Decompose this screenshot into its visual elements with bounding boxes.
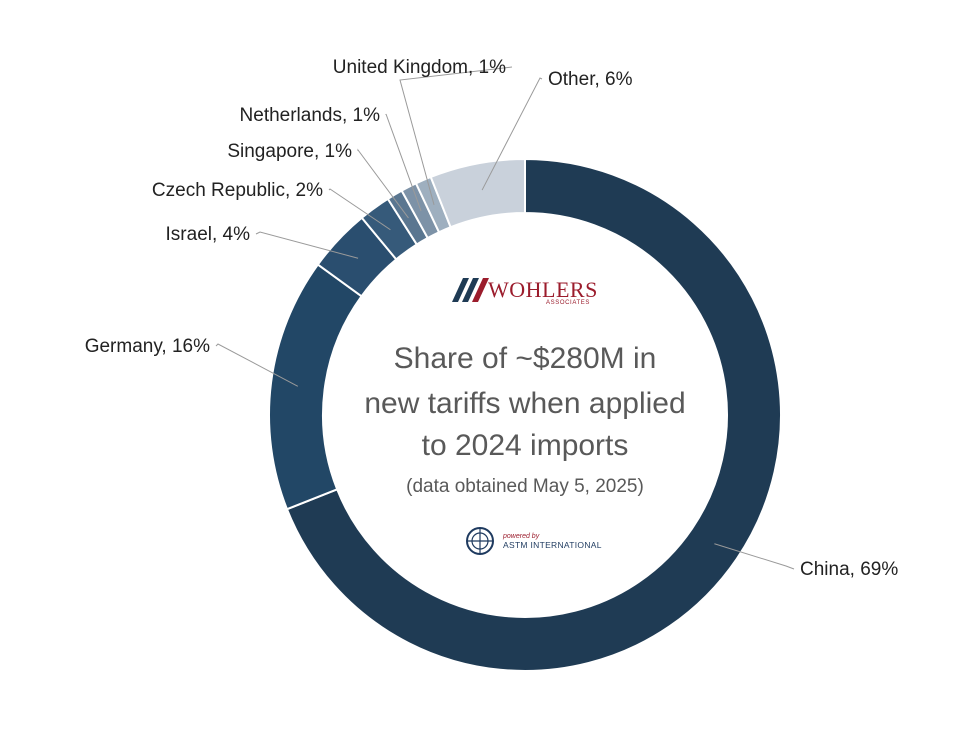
leader-line	[399, 66, 513, 205]
leader-lines	[215, 66, 795, 570]
slice-label: Other, 6%	[548, 69, 633, 90]
leader-line	[357, 148, 409, 219]
slice-label: Israel, 4%	[166, 224, 251, 245]
slice-china	[285, 157, 782, 672]
leader-line	[714, 543, 795, 570]
wohlers-logo: WOHLERS ASSOCIATES	[452, 277, 598, 306]
slice-labels: China, 69% Germany, 16% Israel, 4% Czech Re…	[85, 57, 899, 580]
leader-line	[481, 77, 543, 191]
center-subtitle: (data obtained May 5, 2025)	[406, 476, 644, 497]
leader-line	[255, 231, 359, 259]
center-title-line-2: new tariffs when applied	[364, 387, 685, 420]
center-title-line-1: Share of ~$280M in	[394, 342, 657, 375]
slice-label: Singapore, 1%	[227, 141, 352, 162]
wohlers-logo-sub: ASSOCIATES	[546, 300, 590, 306]
astm-name: ASTM INTERNATIONAL	[503, 540, 602, 550]
astm-powered-by: powered by	[502, 533, 540, 540]
leader-line	[215, 343, 299, 387]
slice-label: Netherlands, 1%	[240, 105, 381, 126]
slice-label: United Kingdom, 1%	[333, 57, 506, 78]
donut-slices	[268, 157, 782, 672]
wohlers-logo-word: WOHLERS	[488, 277, 598, 302]
slice-label: Germany, 16%	[85, 336, 210, 357]
astm-logo: powered by ASTM INTERNATIONAL	[466, 527, 602, 555]
wohlers-logo-mark-icon	[452, 278, 489, 302]
center-title-line-3: to 2024 imports	[422, 429, 629, 462]
slice-other	[429, 157, 526, 229]
slice-label: China, 69%	[800, 559, 898, 580]
astm-emblem-icon	[466, 527, 494, 555]
leader-line	[328, 188, 391, 231]
leader-line	[385, 113, 422, 212]
slice-label: Czech Republic, 2%	[152, 180, 323, 201]
slice-germany	[268, 263, 363, 511]
